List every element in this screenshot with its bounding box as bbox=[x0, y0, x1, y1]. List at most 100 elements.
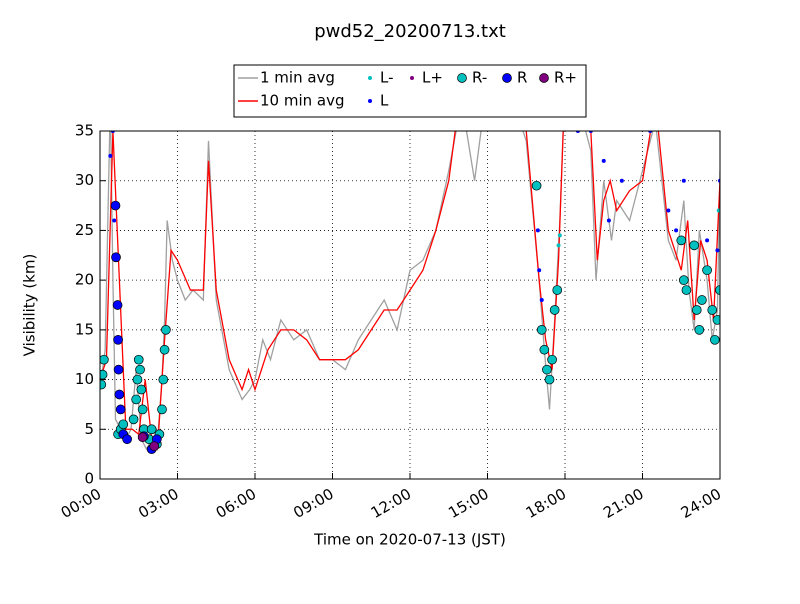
scatter-point bbox=[111, 252, 121, 263]
legend-swatch bbox=[502, 73, 512, 83]
x-tick-label: 21:00 bbox=[600, 485, 646, 522]
scatter-point bbox=[694, 325, 705, 335]
scatter-point bbox=[157, 404, 167, 415]
legend-label: 10 min avg bbox=[260, 92, 345, 110]
scatter-point bbox=[537, 268, 542, 273]
scatter-point bbox=[132, 374, 143, 385]
x-tick-label: 12:00 bbox=[368, 485, 414, 522]
scatter-point bbox=[716, 208, 720, 213]
scatter-point bbox=[681, 178, 686, 183]
scatter-point bbox=[100, 354, 109, 365]
legend-label: R- bbox=[472, 69, 487, 87]
scatter-point bbox=[531, 180, 542, 191]
scatter-point bbox=[133, 354, 144, 365]
scatter-point bbox=[707, 305, 718, 315]
line-series bbox=[100, 131, 720, 440]
scatter-point bbox=[535, 228, 540, 233]
scatter-point bbox=[131, 394, 142, 405]
scatter-point bbox=[619, 178, 624, 183]
scatter-point bbox=[606, 218, 611, 223]
scatter-point bbox=[715, 248, 720, 253]
legend-label: R bbox=[517, 69, 527, 87]
x-axis-label: Time on 2020-07-13 (JST) bbox=[313, 531, 506, 549]
scatter-point bbox=[536, 325, 547, 335]
scatter-point bbox=[676, 235, 687, 246]
scatter-point bbox=[100, 379, 107, 390]
x-tick-label: 18:00 bbox=[523, 485, 569, 522]
scatter-point bbox=[110, 200, 121, 211]
scatter-point bbox=[161, 325, 171, 335]
scatter-point bbox=[113, 364, 124, 375]
scatter-point bbox=[601, 158, 606, 163]
scatter-point bbox=[705, 238, 710, 243]
y-tick-label: 5 bbox=[84, 420, 94, 438]
y-tick-label: 0 bbox=[84, 470, 94, 488]
scatter-point bbox=[115, 404, 126, 415]
scatter-point bbox=[556, 243, 561, 248]
scatter-point bbox=[112, 300, 123, 310]
legend-swatch bbox=[539, 73, 549, 83]
scatter-point bbox=[159, 344, 170, 355]
scatter-point bbox=[702, 265, 712, 276]
scatter-point bbox=[674, 228, 679, 233]
scatter-point bbox=[544, 374, 555, 385]
legend-label: L bbox=[380, 92, 389, 110]
legend-swatch bbox=[457, 73, 467, 83]
scatter-point bbox=[552, 285, 563, 295]
legend-label: L+ bbox=[422, 69, 443, 87]
scatter-point bbox=[118, 419, 129, 430]
plot-area bbox=[99, 130, 721, 480]
y-tick-label: 25 bbox=[75, 221, 94, 239]
scatter-point bbox=[122, 434, 132, 445]
scatter-point bbox=[557, 233, 562, 238]
scatter-point bbox=[709, 334, 720, 345]
scatter-point bbox=[137, 432, 148, 443]
scatter-point bbox=[114, 389, 125, 400]
scatter-point bbox=[158, 374, 169, 385]
legend bbox=[233, 64, 587, 118]
legend-label: R+ bbox=[554, 69, 577, 87]
scatter-point bbox=[681, 285, 692, 295]
scatter-point bbox=[539, 344, 550, 355]
scatter-point bbox=[128, 414, 139, 425]
y-tick-label: 30 bbox=[75, 171, 94, 189]
scatter-point bbox=[112, 218, 117, 223]
x-tick-label: 03:00 bbox=[135, 485, 181, 522]
legend-swatch bbox=[368, 99, 372, 103]
legend-swatch bbox=[368, 76, 372, 80]
legend-label: L- bbox=[380, 69, 394, 87]
x-tick-label: 00:00 bbox=[58, 485, 104, 522]
y-tick-label: 20 bbox=[75, 271, 94, 289]
x-tick-label: 06:00 bbox=[213, 485, 259, 522]
scatter-point bbox=[712, 315, 720, 325]
scatter-point bbox=[149, 441, 160, 452]
scatter-point bbox=[108, 153, 113, 158]
scatter-point bbox=[542, 364, 552, 375]
scatter-point bbox=[137, 404, 148, 415]
scatter-point bbox=[691, 305, 702, 315]
y-tick-label: 15 bbox=[75, 320, 94, 338]
scatter-point bbox=[715, 285, 720, 295]
chart-title: pwd52_20200713.txt bbox=[314, 21, 506, 42]
scatter-point bbox=[697, 295, 707, 305]
scatter-point bbox=[100, 369, 108, 380]
scatter-point bbox=[146, 424, 157, 435]
y-axis-label: Visibility (km) bbox=[21, 254, 39, 357]
y-tick-label: 10 bbox=[75, 370, 94, 388]
scatter-point bbox=[136, 384, 147, 395]
scatter-point bbox=[539, 298, 544, 303]
x-tick-label: 24:00 bbox=[678, 485, 724, 522]
legend-label: 1 min avg bbox=[260, 69, 335, 87]
scatter-point bbox=[113, 334, 123, 345]
scatter-point bbox=[549, 305, 560, 315]
legend-swatch bbox=[410, 76, 414, 80]
scatter-point bbox=[678, 275, 689, 285]
scatter-point bbox=[689, 240, 700, 251]
scatter-point bbox=[135, 364, 145, 375]
series-layer bbox=[100, 131, 720, 455]
x-tick-label: 09:00 bbox=[290, 485, 336, 522]
y-tick-label: 35 bbox=[75, 122, 94, 140]
scatter-point bbox=[547, 354, 557, 365]
